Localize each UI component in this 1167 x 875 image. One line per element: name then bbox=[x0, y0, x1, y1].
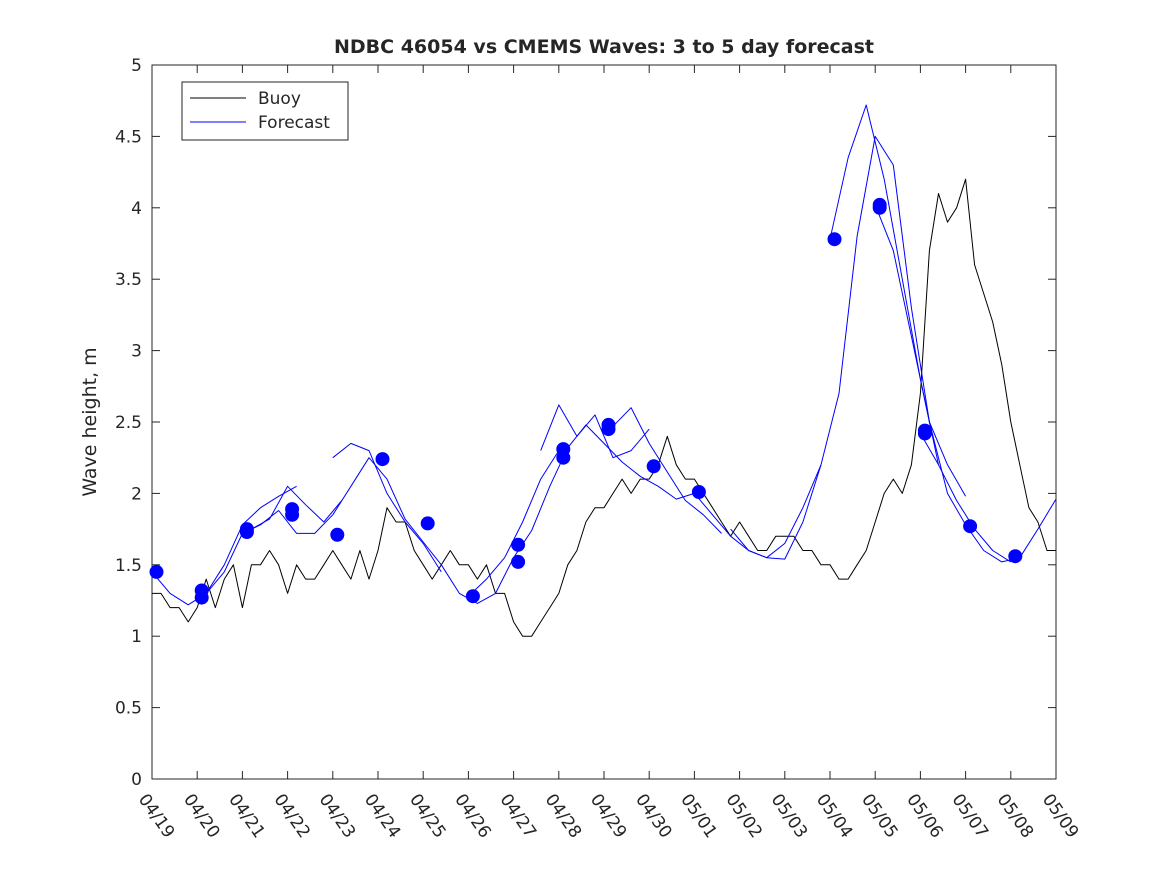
y-tick-label: 1.5 bbox=[115, 556, 142, 576]
marker-layer bbox=[149, 197, 1023, 605]
forecast-marker bbox=[963, 519, 978, 534]
forecast-marker bbox=[330, 527, 345, 542]
forecast-marker bbox=[691, 485, 706, 499]
forecast-series-line bbox=[919, 433, 1012, 563]
legend-box bbox=[181, 81, 349, 141]
forecast-series-line bbox=[251, 485, 343, 530]
legend-forecast-label: Forecast bbox=[258, 113, 330, 133]
y-tick-label: 4 bbox=[131, 199, 142, 219]
legend-buoy-label: Buoy bbox=[258, 89, 301, 109]
y-tick-label: 3 bbox=[131, 342, 142, 362]
y-axis-label: Wave height, m bbox=[79, 347, 101, 496]
forecast-marker bbox=[149, 564, 164, 579]
forecast-series-line bbox=[612, 407, 722, 534]
forecast-marker bbox=[239, 525, 254, 539]
forecast-series-line bbox=[205, 485, 297, 594]
y-tick-label: 1 bbox=[131, 627, 142, 647]
forecast-marker bbox=[646, 459, 661, 474]
forecast-series-line bbox=[540, 404, 650, 459]
y-tick-label: 2.5 bbox=[115, 413, 142, 433]
buoy-series-line bbox=[152, 178, 1056, 637]
y-tick-label: 0.5 bbox=[115, 699, 142, 719]
forecast-marker bbox=[375, 452, 390, 467]
y-tick-label: 0 bbox=[131, 770, 142, 790]
forecast-marker bbox=[601, 422, 616, 437]
forecast-marker bbox=[827, 232, 842, 247]
forecast-marker bbox=[285, 507, 300, 522]
y-tick-label: 2 bbox=[131, 484, 142, 504]
y-axis: 0 0.5 1 1.5 2 2.5 3 3.5 4 4.5 5 bbox=[115, 56, 1056, 790]
forecast-marker bbox=[465, 589, 480, 604]
legend: Buoy Forecast bbox=[181, 81, 349, 141]
forecast-marker bbox=[511, 537, 526, 552]
forecast-marker bbox=[420, 516, 435, 531]
plot-area: 04/19 04/20 04/21 04/22 04/23 04/24 04/25 04/26… bbox=[115, 56, 1082, 842]
y-tick-label: 3.5 bbox=[115, 270, 142, 290]
y-tick-label: 5 bbox=[131, 56, 142, 76]
y-tick-label: 4.5 bbox=[115, 127, 142, 147]
forecast-marker bbox=[1008, 549, 1023, 564]
forecast-marker bbox=[511, 554, 526, 569]
forecast-marker bbox=[556, 450, 571, 465]
forecast-marker bbox=[872, 200, 887, 215]
forecast-marker bbox=[194, 590, 209, 605]
series-layer bbox=[151, 104, 1057, 637]
forecast-marker bbox=[917, 426, 932, 441]
chart-title: NDBC 46054 vs CMEMS Waves: 3 to 5 day fo… bbox=[334, 36, 874, 58]
forecast-series-line bbox=[332, 442, 442, 573]
forecast-series-line bbox=[151, 135, 1057, 606]
forecast-series-line bbox=[730, 464, 822, 560]
forecast-series-line bbox=[874, 204, 967, 497]
